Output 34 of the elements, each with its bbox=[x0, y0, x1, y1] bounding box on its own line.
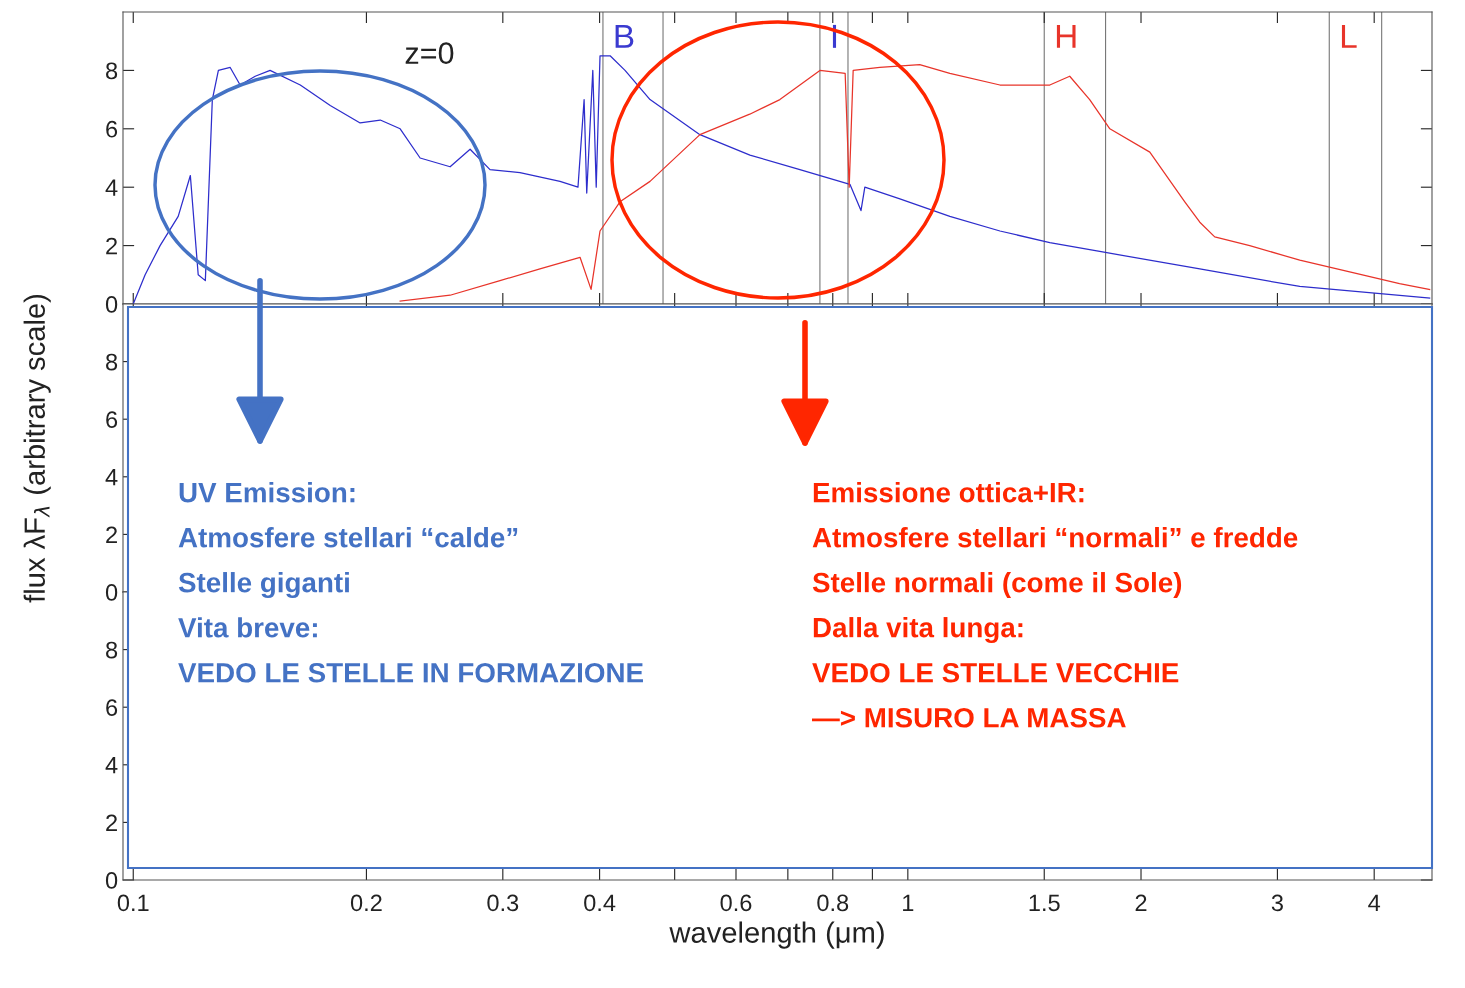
y-axis-title: flux λF$_{λ}$ (arbitrary scale) bbox=[23, 294, 51, 603]
x-tick-label: 0.6 bbox=[720, 894, 752, 912]
x-tick-label: 3 bbox=[1271, 894, 1283, 912]
annotation: z=0 bbox=[405, 42, 454, 64]
annotation: UV Emission: Atmosfere stellari “calde” Stelle giganti Vita breve: VEDO LE STELLE IN FORMAZIONE bbox=[178, 482, 643, 683]
y-tick-label: 8 bbox=[106, 62, 118, 80]
y-tick-label: 4 bbox=[105, 179, 118, 196]
y-tick-label: 8 bbox=[106, 353, 118, 371]
y-tick-label: 4 bbox=[105, 757, 118, 774]
y-tick-label: 2 bbox=[106, 526, 117, 543]
y-tick-label: 2 bbox=[106, 237, 117, 255]
y-tick-label: 8 bbox=[106, 641, 118, 659]
y-tick-label: 6 bbox=[106, 411, 118, 428]
y-tick-label: 4 bbox=[105, 469, 118, 486]
x-axis-title: wavelength (μm) bbox=[669, 921, 884, 949]
y-tick-label: 6 bbox=[106, 699, 118, 716]
x-tick-label: 1 bbox=[903, 894, 914, 911]
ref-line-label: L bbox=[1341, 24, 1357, 48]
annotation: Emissione ottica+IR: Atmosfere stellari “normali” e fredde Stelle normali (come il Sole) Dalla vita lunga: VEDO LE STELLE VECCHIE —> MISURO LA MASSA bbox=[812, 482, 1298, 728]
y-tick-label: 0 bbox=[105, 296, 118, 313]
x-tick-label: 0.1 bbox=[117, 894, 149, 912]
x-tick-label: 1.5 bbox=[1029, 894, 1060, 912]
x-tick-label: 4 bbox=[1368, 894, 1381, 911]
x-tick-label: 0.3 bbox=[487, 894, 519, 912]
y-tick-label: 6 bbox=[106, 120, 118, 138]
x-tick-label: 2 bbox=[1135, 894, 1147, 911]
y-tick-label: 0 bbox=[105, 872, 118, 889]
ref-line-label: H bbox=[1056, 24, 1076, 48]
y-tick-label: 2 bbox=[106, 814, 117, 831]
ref-line-label: B bbox=[615, 24, 634, 48]
y-tick-label: 0 bbox=[105, 584, 118, 601]
x-tick-label: 0.2 bbox=[350, 894, 382, 912]
x-tick-label: 0.4 bbox=[584, 894, 616, 912]
x-tick-label: 0.8 bbox=[817, 894, 849, 912]
